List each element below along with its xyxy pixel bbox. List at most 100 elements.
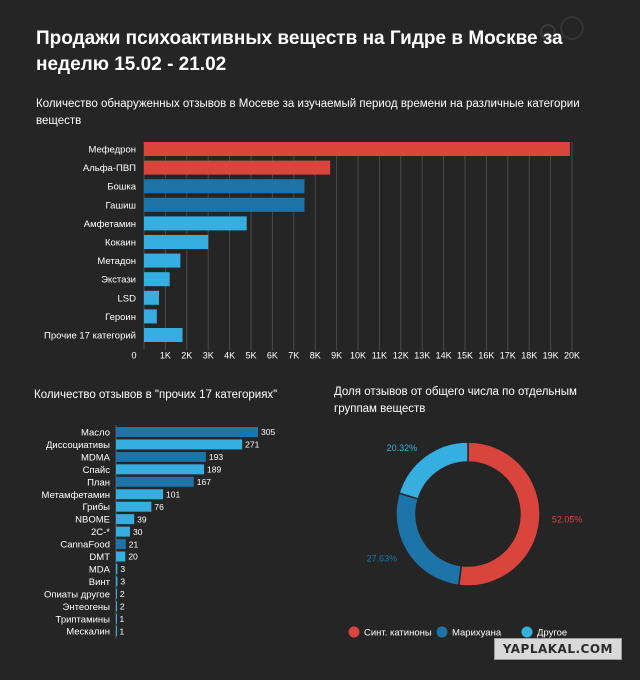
chart1-tick-label: 12K (393, 351, 409, 361)
chart2-category-label: Метамфетамин (42, 490, 110, 501)
chart2-bar (116, 601, 117, 612)
chart2-bar (116, 439, 243, 450)
chart3-data-label: 27.63% (367, 554, 398, 564)
chart1-tick-label: 3K (203, 351, 214, 361)
chart2-data-label: 193 (209, 452, 223, 462)
chart2-data-label: 1 (119, 626, 124, 636)
chart1-bar (144, 290, 159, 305)
chart2-bar (116, 588, 117, 599)
chart2-data-label: 76 (154, 502, 164, 512)
chart2-bar (116, 526, 130, 537)
chart1-category-label: Героин (105, 312, 136, 323)
chart2-category-label: MDA (89, 564, 111, 575)
chart1-bar (144, 216, 247, 231)
chart3-legend-label: Марихуана (452, 628, 502, 639)
chart3-data-label: 20.32% (387, 443, 418, 453)
chart1-tick-label: 1K (160, 351, 171, 361)
chart1-tick-label: 8K (310, 351, 321, 361)
chart2-category-label: Энтеогены (63, 602, 111, 613)
chart3-legend-marker (436, 626, 448, 638)
chart2-bar (116, 613, 117, 624)
chart1-tick-label: 5K (245, 351, 256, 361)
chart3-slice (398, 441, 469, 500)
chart1-category-label: Альфа-ПВП (83, 163, 136, 174)
watermark: YAPLAKAL.COM (493, 638, 622, 660)
chart2-category-label: Опиаты другое (44, 589, 110, 600)
chart1-tick-label: 9K (331, 351, 342, 361)
chart2-category-label: Винт (89, 577, 111, 588)
chart1-category-label: Экстази (101, 275, 136, 286)
chart1-tick-label: 2K (181, 351, 192, 361)
chart1-tick-label: 18K (521, 351, 537, 361)
chart1-category-label: Бошка (107, 182, 137, 193)
chart1-bar (144, 160, 331, 175)
chart1-category-label: Амфетамин (84, 219, 136, 230)
chart1-category-label: Метадон (97, 256, 136, 267)
chart1-tick-label: 15K (457, 351, 473, 361)
chart2-category-label: DMT (89, 552, 110, 563)
chart1-bar (144, 197, 305, 212)
chart2-category-label: План (87, 477, 110, 488)
chart3-slice (457, 441, 541, 587)
chart3-title: Доля отзывов от общего числа по отдельны… (334, 386, 577, 415)
chart1-bar (144, 328, 183, 342)
chart2-bar (116, 539, 126, 550)
chart1-title: Количество обнаруженных отзывов в Мосеве… (36, 98, 580, 127)
chart2-bar (116, 551, 126, 562)
chart1-category-label: Мефедрон (88, 145, 136, 156)
chart2-data-label: 39 (137, 514, 147, 524)
chart1-tick-label: 20K (564, 351, 580, 361)
chart3-legend-marker (348, 626, 360, 638)
chart2-bar (116, 427, 259, 437)
chart3-legend-label: Синт. катиноны (364, 628, 432, 639)
chart1-category-label: LSD (118, 293, 137, 304)
chart2-data-label: 3 (120, 564, 125, 574)
chart2-data-label: 2 (120, 602, 125, 612)
chart2-category-label: Масло (81, 428, 110, 439)
chart2-category-label: MDMA (81, 452, 111, 463)
chart1-bar (144, 309, 157, 324)
chart2-bar (116, 626, 117, 637)
chart3-slice (395, 492, 463, 587)
chart1-tick-label: 0 (131, 351, 136, 361)
chart1-tick-label: 14K (436, 351, 452, 361)
chart3-legend-marker (521, 626, 533, 638)
chart2-data-label: 21 (129, 539, 139, 549)
chart2-category-label: Мескалин (66, 627, 110, 638)
chart2-data-label: 101 (166, 489, 180, 499)
chart1-tick-label: 6K (267, 351, 278, 361)
chart1-bar (144, 272, 170, 287)
chart2-category-label: 2С-* (91, 527, 110, 538)
chart2-category-label: Триптамины (56, 614, 111, 625)
chart1-tick-label: 10K (350, 351, 366, 361)
chart2-category-label: Диссоциативы (46, 440, 110, 451)
chart1-tick-label: 13K (414, 351, 430, 361)
chart3-legend-label: Другое (537, 628, 567, 639)
chart2-data-label: 167 (197, 477, 211, 487)
chart2-data-label: 305 (261, 427, 275, 437)
chart1-category-label: Гашиш (106, 200, 136, 211)
chart1-tick-label: 16K (478, 351, 494, 361)
chart2-category-label: NBOME (75, 515, 110, 526)
chart2-category-label: CannaFood (60, 540, 110, 551)
chart2-bar (116, 501, 152, 512)
chart2-bar (116, 563, 118, 574)
chart2-category-label: Спайс (83, 465, 111, 476)
chart1-tick-label: 11K (372, 351, 387, 361)
chart2-data-label: 3 (120, 577, 125, 587)
chart2-data-label: 30 (133, 527, 143, 537)
chart2-data-label: 189 (207, 465, 221, 475)
chart1-bar (144, 142, 570, 156)
chart2-data-label: 20 (128, 552, 138, 562)
chart1-bar (144, 235, 209, 249)
chart2-data-label: 2 (120, 589, 125, 599)
chart1-bar (144, 179, 305, 194)
chart2-bar (116, 576, 118, 587)
chart1-tick-label: 19K (543, 351, 559, 361)
chart3-data-label: 52.05% (552, 514, 583, 524)
chart1-tick-label: 7K (288, 351, 299, 361)
chart2-bar (116, 514, 135, 525)
chart2-data-label: 1 (119, 614, 124, 624)
page-title: Продажи психоактивных веществ на Гидре в… (36, 28, 563, 75)
